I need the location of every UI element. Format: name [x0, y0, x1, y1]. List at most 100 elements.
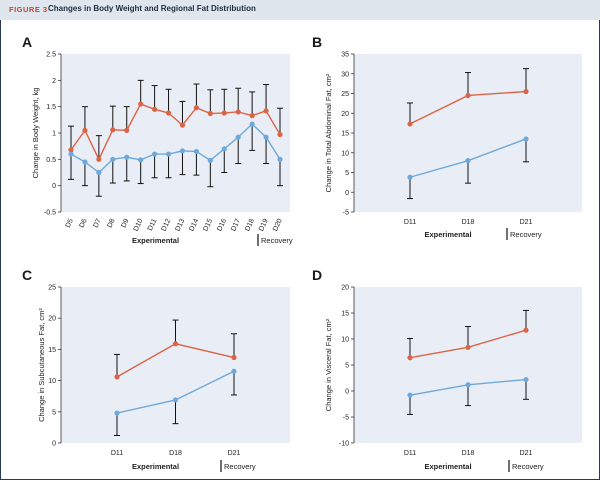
recovery-label: Recovery — [510, 230, 542, 239]
data-point — [193, 105, 199, 111]
panel-label: B — [312, 34, 322, 50]
chart-panel-d: -10 -5 0 5 10 15 20 D11 D18 D21 D Change in Viscera… — [312, 267, 582, 472]
y-tick-label: 5 — [345, 170, 349, 177]
data-point — [235, 109, 241, 115]
y-tick-label: 5 — [345, 363, 349, 370]
y-tick-label: 10 — [341, 337, 349, 344]
data-point — [523, 88, 529, 95]
data-point — [96, 169, 102, 176]
chart-panel-b: -5 0 5 10 15 20 25 30 35 D11 D18 D21 B Change in Tota… — [312, 34, 582, 240]
y-tick-label: 30 — [341, 71, 349, 78]
x-tick-label: D13 — [175, 218, 187, 233]
y-tick-label: 0 — [345, 190, 349, 197]
data-point — [523, 376, 529, 383]
data-point — [277, 156, 283, 162]
x-tick-label: D16 — [216, 218, 228, 233]
recovery-label: Recovery — [224, 462, 256, 471]
recovery-label: Recovery — [512, 462, 544, 471]
data-point — [231, 354, 237, 361]
y-tick-label: 25 — [48, 285, 56, 292]
x-tick-label: D8 — [106, 218, 116, 229]
x-tick-label: D6 — [79, 218, 89, 229]
data-point — [114, 410, 120, 416]
y-tick-label: 0 — [52, 441, 56, 448]
x-tick-label: D21 — [520, 450, 533, 457]
data-point — [165, 110, 172, 116]
y-tick-label: 10 — [48, 378, 56, 385]
y-tick-label: 1 — [52, 131, 56, 138]
x-tick-label: D10 — [133, 218, 145, 233]
y-axis-label: Change in Subcutaneous Fat, cm² — [37, 308, 46, 422]
data-point — [235, 134, 241, 140]
data-point — [124, 127, 130, 133]
data-point — [465, 382, 471, 388]
data-point — [110, 156, 116, 162]
y-tick-label: 25 — [341, 91, 349, 98]
y-tick-label: 20 — [48, 316, 56, 323]
x-tick-label: D17 — [230, 218, 242, 233]
data-point — [68, 147, 74, 153]
data-point — [277, 131, 283, 138]
panel-label: A — [22, 34, 32, 50]
y-tick-label: 20 — [341, 285, 349, 292]
figure-header: FIGURE 3 Changes in Body Weight and Regi… — [0, 0, 600, 20]
data-point — [68, 151, 74, 157]
figure-number: FIGURE 3 — [9, 5, 48, 14]
y-tick-label: 15 — [341, 311, 349, 318]
y-tick-label: -10 — [339, 441, 349, 448]
x-tick-label: D18 — [462, 450, 475, 457]
x-tick-label: D18 — [462, 219, 475, 226]
figure-title: Changes in Body Weight and Regional Fat … — [48, 4, 256, 13]
y-tick-label: -5 — [343, 415, 349, 422]
x-tick-label: D11 — [111, 450, 123, 457]
x-tick-label: D5 — [65, 218, 75, 229]
data-point — [249, 113, 255, 119]
data-point — [193, 148, 199, 155]
y-tick-label: 20 — [341, 111, 349, 118]
y-axis-label: Change in Body Weight, kg — [31, 88, 40, 179]
data-point — [249, 121, 255, 127]
x-tick-label: D14 — [188, 218, 200, 233]
data-point — [110, 127, 116, 133]
y-tick-label: 35 — [341, 52, 349, 59]
data-point — [172, 341, 179, 347]
data-point — [138, 157, 144, 163]
series-line — [70, 123, 281, 174]
recovery-label: Recovery — [261, 236, 293, 245]
data-point — [407, 121, 413, 127]
data-point — [179, 122, 186, 128]
data-point — [82, 159, 88, 165]
x-tick-label: D21 — [520, 219, 533, 226]
y-tick-label: 2 — [52, 78, 56, 85]
y-tick-label: 0 — [345, 389, 349, 396]
data-point — [231, 368, 237, 374]
series-line — [70, 103, 281, 161]
x-tick-label: D21 — [228, 450, 241, 457]
x-tick-label: D9 — [120, 218, 130, 229]
y-tick-label: 10 — [341, 150, 349, 157]
data-point — [179, 148, 186, 154]
y-tick-label: 5 — [52, 409, 56, 416]
data-point — [407, 355, 413, 361]
x-axis-label: Experimental — [132, 462, 179, 471]
data-point — [407, 174, 413, 180]
data-point — [263, 108, 269, 114]
data-point — [96, 156, 102, 162]
y-tick-label: -5 — [343, 210, 349, 217]
y-tick-label: 0.5 — [46, 157, 56, 164]
data-point — [407, 392, 413, 398]
data-point — [207, 157, 213, 163]
x-tick-label: D11 — [404, 450, 416, 457]
y-tick-label: 2.5 — [46, 52, 56, 59]
x-tick-label: D20 — [272, 218, 284, 233]
data-point — [263, 134, 269, 140]
x-tick-label: D15 — [202, 218, 214, 233]
data-point — [221, 146, 227, 152]
x-tick-label: D12 — [161, 218, 173, 233]
plot-area — [61, 54, 290, 212]
panel-label: D — [312, 267, 322, 283]
data-point — [207, 110, 213, 117]
x-axis-label: Experimental — [424, 230, 471, 239]
